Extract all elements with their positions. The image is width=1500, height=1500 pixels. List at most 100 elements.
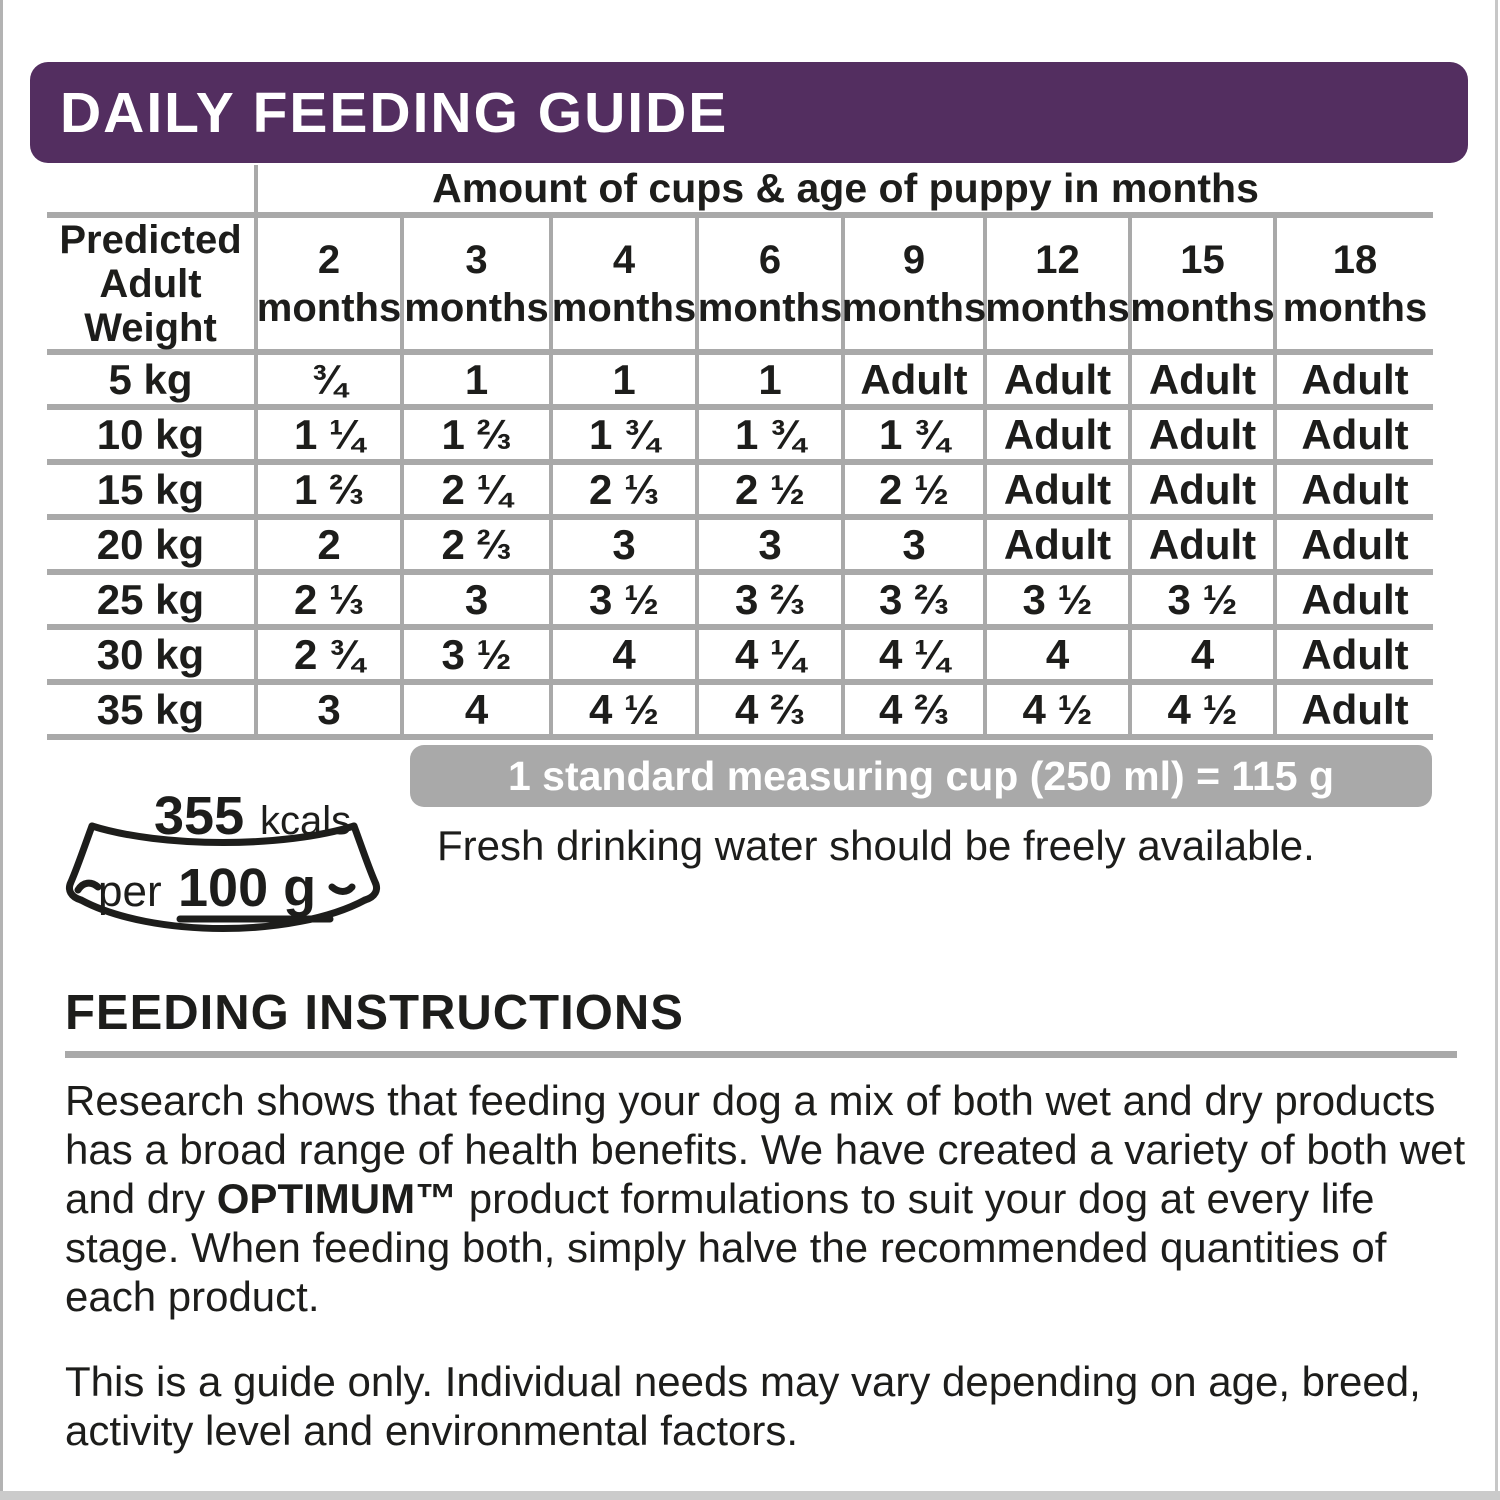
age-column-header: 6 months	[698, 218, 842, 349]
value-cell: 4 ⅔	[845, 685, 983, 734]
table-corner-blank	[47, 165, 254, 212]
value-cell: 3	[845, 520, 983, 569]
value-cell: 4	[404, 685, 549, 734]
table-span-header: Amount of cups & age of puppy in months	[258, 165, 1433, 212]
weight-cell: 35 kg	[47, 685, 254, 734]
predicted-adult-weight-header: Predicted Adult Weight	[47, 218, 254, 350]
value-cell: 2	[258, 520, 400, 569]
value-cell: 1 ¾	[699, 410, 841, 459]
paragraph-text: product formulations to suit your dog at…	[65, 1175, 1387, 1320]
instructions-paragraph-2: This is a guide only. Individual needs m…	[65, 1358, 1421, 1454]
panel-left-edge	[0, 0, 3, 1500]
bowl-right-side	[350, 822, 381, 904]
kcal-unit: kcals	[260, 799, 351, 843]
panel-right-edge	[1495, 0, 1498, 1500]
value-cell: 2 ¾	[258, 630, 400, 679]
weight-cell: 30 kg	[47, 630, 254, 679]
value-cell: 3 ½	[553, 575, 695, 624]
feeding-table: Amount of cups & age of puppy in months …	[47, 165, 1433, 740]
weight-cell: 10 kg	[47, 410, 254, 459]
value-cell: Adult	[1132, 355, 1273, 404]
age-column-header: 15 months	[1130, 218, 1275, 349]
value-cell: 4	[1132, 630, 1273, 679]
age-column-header: 12 months	[985, 218, 1130, 349]
value-cell: 2 ½	[845, 465, 983, 514]
value-cell: 1	[404, 355, 549, 404]
kcal-per: per	[98, 867, 162, 916]
value-cell: Adult	[1277, 520, 1433, 569]
value-cell: 4 ¼	[845, 630, 983, 679]
value-cell: 4 ½	[553, 685, 695, 734]
value-cell: 1 ⅔	[404, 410, 549, 459]
age-column-header: 9 months	[842, 218, 986, 349]
value-cell: 4 ½	[1132, 685, 1273, 734]
value-cell: Adult	[1277, 355, 1433, 404]
value-cell: 3	[699, 520, 841, 569]
weight-cell: 15 kg	[47, 465, 254, 514]
value-cell: 2 ¼	[404, 465, 549, 514]
value-cell: Adult	[1277, 630, 1433, 679]
value-cell: 2 ⅓	[553, 465, 695, 514]
value-cell: Adult	[1132, 520, 1273, 569]
value-cell: 3 ⅔	[845, 575, 983, 624]
weight-cell: 20 kg	[47, 520, 254, 569]
age-column-header: 3 months	[404, 218, 549, 349]
value-cell: Adult	[1277, 465, 1433, 514]
value-cell: Adult	[987, 410, 1128, 459]
value-cell: 2 ½	[699, 465, 841, 514]
value-cell: 3 ½	[987, 575, 1128, 624]
age-column-header: 4 months	[552, 218, 696, 349]
panel-bottom-edge	[0, 1491, 1500, 1500]
paragraph-text: Research shows that feeding your dog a m…	[65, 1077, 1466, 1222]
value-cell: 3	[553, 520, 695, 569]
value-cell: Adult	[845, 355, 983, 404]
value-cell: Adult	[1277, 410, 1433, 459]
weight-cell: 5 kg	[47, 355, 254, 404]
value-cell: 4 ⅔	[699, 685, 841, 734]
value-cell: Adult	[1277, 685, 1433, 734]
water-note: Fresh drinking water should be freely av…	[437, 822, 1315, 869]
value-cell: 4 ½	[987, 685, 1128, 734]
value-cell: 4 ¼	[699, 630, 841, 679]
dog-bowl-kcal-icon: 355 kcals per 100 g	[65, 786, 381, 932]
section-title: DAILY FEEDING GUIDE	[60, 80, 729, 145]
value-cell: 1	[699, 355, 841, 404]
kcal-value: 355	[154, 786, 244, 846]
value-cell: 4	[987, 630, 1128, 679]
value-cell: Adult	[987, 465, 1128, 514]
weight-cell: 25 kg	[47, 575, 254, 624]
instructions-paragraph-1: Research shows that feeding your dog a m…	[65, 1076, 1469, 1321]
value-cell: 3	[258, 685, 400, 734]
value-cell: 3	[404, 575, 549, 624]
value-cell: ¾	[258, 355, 400, 404]
value-cell: 4	[553, 630, 695, 679]
tilde-right	[328, 883, 356, 895]
heading-rule	[65, 1051, 1457, 1058]
value-cell: 1 ¾	[845, 410, 983, 459]
value-cell: Adult	[1132, 465, 1273, 514]
brand-name: OPTIMUM™	[216, 1175, 458, 1222]
value-cell: 2 ⅓	[258, 575, 400, 624]
value-cell: 3 ½	[404, 630, 549, 679]
value-cell: 2 ⅔	[404, 520, 549, 569]
kcal-amount: 100 g	[178, 858, 316, 918]
feeding-instructions-body: Research shows that feeding your dog a m…	[65, 1076, 1469, 1455]
value-cell: Adult	[1277, 575, 1433, 624]
value-cell: 1 ¾	[553, 410, 695, 459]
bowl-rim	[88, 822, 358, 846]
value-cell: Adult	[1132, 410, 1273, 459]
tilde-left	[74, 879, 102, 894]
age-column-header: 18 months	[1277, 218, 1433, 349]
bowl-left-side	[65, 822, 96, 904]
feeding-instructions-heading: FEEDING INSTRUCTIONS	[65, 986, 684, 1040]
value-cell: Adult	[987, 355, 1128, 404]
age-column-header: 2 months	[257, 218, 401, 349]
daily-feeding-guide-banner: DAILY FEEDING GUIDE	[30, 62, 1468, 163]
value-cell: 1 ¼	[258, 410, 400, 459]
measuring-cup-note: 1 standard measuring cup (250 ml) = 115 …	[507, 752, 1334, 799]
value-cell: 1	[553, 355, 695, 404]
measuring-cup-note-bar: 1 standard measuring cup (250 ml) = 115 …	[410, 745, 1432, 807]
bowl-bottom	[77, 896, 369, 932]
value-cell: 1 ⅔	[258, 465, 400, 514]
value-cell: 3 ½	[1132, 575, 1273, 624]
